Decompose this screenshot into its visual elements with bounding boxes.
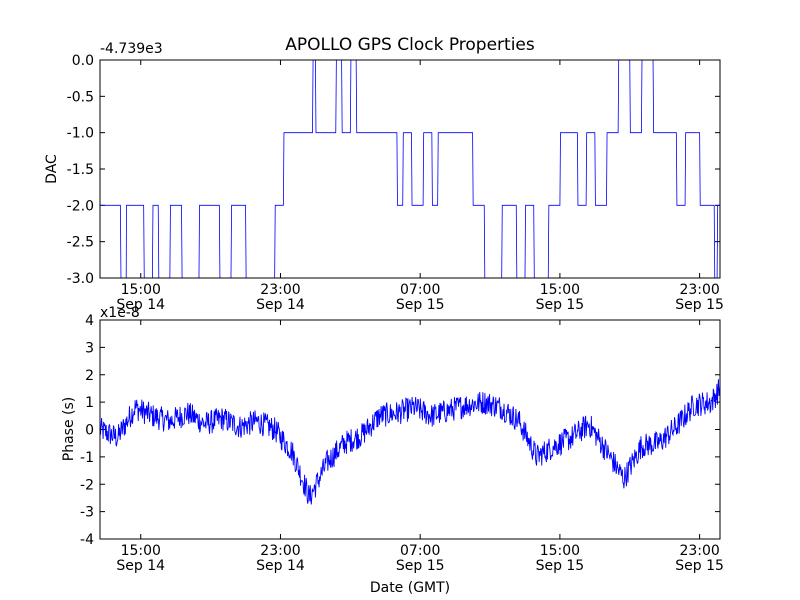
phase-x-tick-date: Sep 14 xyxy=(116,558,165,574)
figure-title: APOLLO GPS Clock Properties xyxy=(285,35,535,55)
phase-y-tick-label: -3 xyxy=(80,505,94,521)
phase-x-tick-time: 15:00 xyxy=(121,543,161,559)
dac-y-tick-label: -2.5 xyxy=(67,235,94,251)
dac-x-tick-time: 07:00 xyxy=(400,282,440,298)
phase-x-tick-time: 23:00 xyxy=(679,543,719,559)
phase-series-line xyxy=(99,379,721,505)
phase-x-tick-date: Sep 15 xyxy=(396,558,445,574)
dac-x-tick-time: 15:00 xyxy=(121,282,161,298)
dac-y-tick-label: -3.0 xyxy=(67,271,94,287)
dac-x-tick-time: 15:00 xyxy=(540,282,580,298)
phase-y-axis-ticks: 4 3 2 1 0 -1 -2 -3 -4 xyxy=(80,313,720,548)
phase-x-tick-time: 23:00 xyxy=(260,543,300,559)
phase-x-axis-label: Date (GMT) xyxy=(370,580,450,596)
phase-y-axis-label: Phase (s) xyxy=(61,397,77,461)
dac-y-tick-label: -1.0 xyxy=(67,126,94,142)
phase-y-tick-label: -4 xyxy=(80,532,94,548)
phase-x-tick-date: Sep 14 xyxy=(256,558,305,574)
phase-y-tick-label: 0 xyxy=(85,423,94,439)
phase-y-tick-label: 3 xyxy=(85,340,94,356)
dac-x-tick-time: 23:00 xyxy=(679,282,719,298)
dac-plot-frame xyxy=(99,59,721,279)
dac-x-tick-date: Sep 15 xyxy=(396,297,445,313)
phase-y-tick-label: -1 xyxy=(80,450,94,466)
dac-x-tick-date: Sep 15 xyxy=(536,297,585,313)
phase-x-tick-date: Sep 15 xyxy=(675,558,724,574)
phase-plot-frame xyxy=(99,319,721,540)
dac-x-tick-date: Sep 14 xyxy=(116,297,165,313)
phase-x-tick-time: 15:00 xyxy=(540,543,580,559)
dac-panel: -4.739e3 0.0 -0.5 -1.0 -1.5 -2.0 -2.5 -3.0 15:… xyxy=(44,41,724,313)
dac-y-tick-label: -0.5 xyxy=(67,89,94,105)
dac-x-tick-date: Sep 14 xyxy=(256,297,305,313)
phase-y-tick-label: 2 xyxy=(85,368,94,384)
dac-y-axis-label: DAC xyxy=(44,154,60,184)
phase-y-tick-label: 1 xyxy=(85,395,94,411)
phase-x-tick-time: 07:00 xyxy=(400,543,440,559)
dac-y-tick-label: 0.0 xyxy=(72,53,94,69)
dac-y-axis-ticks: 0.0 -0.5 -1.0 -1.5 -2.0 -2.5 -3.0 xyxy=(67,53,720,287)
dac-offset-label: -4.739e3 xyxy=(100,41,163,57)
dac-y-tick-label: -1.5 xyxy=(67,162,94,178)
phase-x-tick-date: Sep 15 xyxy=(536,558,585,574)
phase-y-tick-label: 4 xyxy=(85,313,94,329)
phase-offset-label: x1e-8 xyxy=(100,305,140,321)
dac-x-tick-time: 23:00 xyxy=(260,282,300,298)
dac-x-tick-date: Sep 15 xyxy=(675,297,724,313)
dac-series-line xyxy=(100,59,720,279)
phase-y-tick-label: -2 xyxy=(80,477,94,493)
dac-y-tick-label: -2.0 xyxy=(67,198,94,214)
